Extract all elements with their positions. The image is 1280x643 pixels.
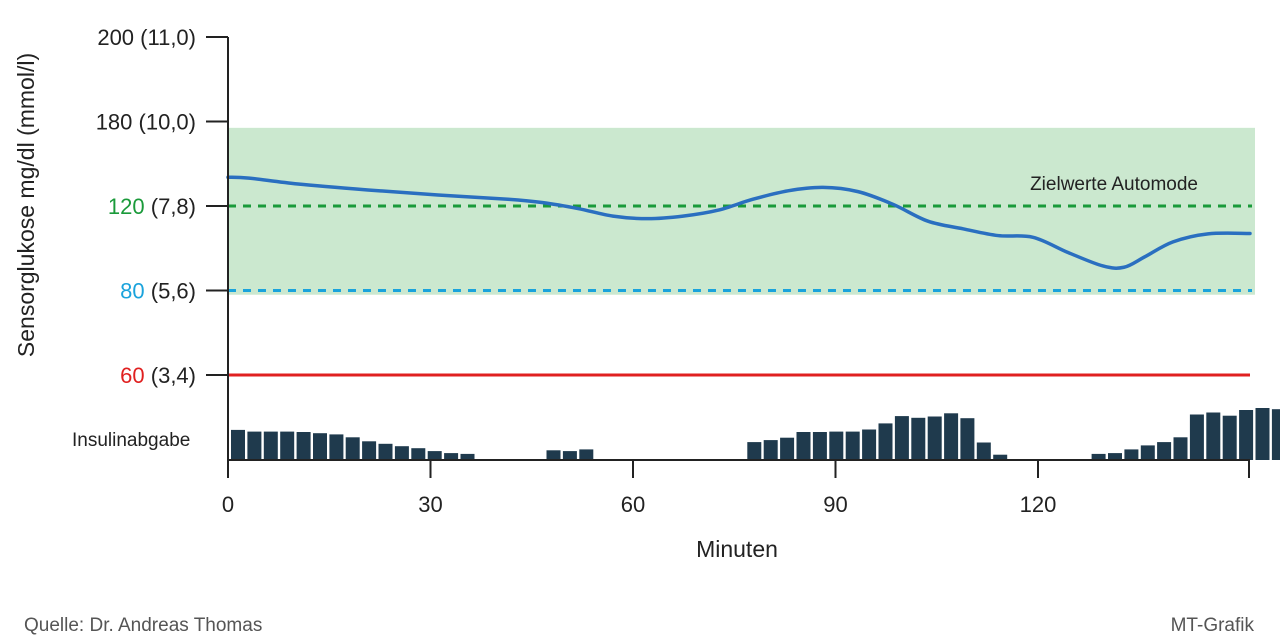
insulin-bar	[1271, 409, 1280, 460]
insulin-bar	[345, 437, 360, 461]
insulin-bar	[1124, 449, 1139, 460]
target-range-band	[228, 127, 1255, 295]
x-tick-label: 60	[621, 492, 645, 517]
x-tick-label: 120	[1020, 492, 1057, 517]
y-tick-label: 80 (5,6)	[120, 279, 196, 304]
insulin-bar	[829, 431, 844, 460]
y-tick-label: 200 (11,0)	[97, 25, 196, 50]
insulin-bar	[1222, 415, 1237, 460]
insulin-bar	[993, 454, 1008, 460]
insulin-bar	[1091, 453, 1106, 460]
insulin-bar	[878, 423, 893, 460]
insulin-bars	[231, 408, 1280, 461]
insulin-bar	[1140, 445, 1155, 460]
insulin-bar	[378, 443, 393, 461]
insulin-bar	[927, 416, 942, 460]
insulin-bar	[944, 413, 959, 460]
insulin-bar	[546, 450, 561, 461]
y-tick-mmol: (5,6)	[145, 279, 196, 304]
insulin-bar	[296, 432, 311, 460]
insulin-bar	[1108, 453, 1122, 460]
insulin-bar	[845, 431, 860, 460]
y-tick-mmol: (7,8)	[145, 194, 196, 219]
source-note: Quelle: Dr. Andreas Thomas	[24, 615, 263, 636]
insulin-bar	[362, 441, 377, 460]
insulin-bar	[247, 431, 262, 460]
insulin-bar	[911, 417, 926, 461]
y-tick-value: 120	[108, 194, 145, 219]
insulin-bar	[1206, 412, 1221, 460]
x-tick-label: 90	[823, 492, 847, 517]
insulin-bar	[263, 431, 278, 460]
credit-note: MT-Grafik	[1170, 615, 1254, 636]
y-axis-title: Sensorglukose mg/dl (mmol/l)	[13, 53, 39, 357]
insulin-bar	[562, 451, 577, 460]
insulin-bar	[812, 432, 827, 460]
insulin-bar	[444, 453, 459, 460]
insulin-bar	[796, 432, 811, 460]
x-axis-title: Minuten	[696, 536, 778, 562]
insulin-bar	[976, 442, 991, 460]
insulin-bar	[427, 451, 442, 460]
insulin-bar	[280, 431, 295, 460]
insulin-bar	[329, 434, 344, 460]
glucose-line	[226, 175, 1252, 270]
insulin-bar	[394, 446, 409, 460]
insulin-bar	[579, 449, 594, 460]
insulin-bar	[411, 448, 426, 460]
y-tick-label: 180 (10,0)	[96, 110, 196, 135]
insulin-bar	[313, 433, 327, 460]
y-tick-value: 200	[97, 25, 134, 50]
insulin-bar	[747, 442, 762, 460]
insulin-bar	[1157, 442, 1172, 460]
insulin-bar	[1255, 408, 1270, 460]
y-tick-value: 80	[120, 279, 144, 304]
insulin-bar	[780, 437, 795, 460]
insulin-bar	[894, 416, 909, 460]
insulin-bar	[763, 440, 778, 460]
x-ticks: 0 30 60 90 120	[222, 460, 1250, 517]
y-tick-mmol: (3,4)	[145, 363, 196, 388]
y-tick-label: 120 (7,8)	[108, 194, 196, 219]
y-ticks: 200 (11,0) 180 (10,0) 120 (7,8) 80 (5,6) 60 …	[96, 25, 228, 388]
y-tick-label: 60 (3,4)	[120, 363, 196, 388]
insulin-label: Insulinabgabe	[72, 430, 190, 451]
y-tick-mmol: (10,0)	[132, 110, 196, 135]
y-tick-mmol: (11,0)	[134, 25, 196, 50]
insulin-bar	[1239, 410, 1254, 460]
x-tick-label: 30	[418, 492, 442, 517]
insulin-bar	[1173, 437, 1188, 461]
insulin-bar	[460, 453, 475, 460]
y-tick-value: 180	[96, 110, 133, 135]
insulin-bar	[1189, 414, 1204, 460]
x-tick-label: 0	[222, 492, 234, 517]
y-tick-value: 60	[120, 363, 144, 388]
insulin-bar	[862, 429, 877, 460]
target-range-annotation: Zielwerte Automode	[1030, 174, 1198, 195]
insulin-bar	[231, 429, 245, 460]
insulin-bar	[960, 418, 975, 460]
